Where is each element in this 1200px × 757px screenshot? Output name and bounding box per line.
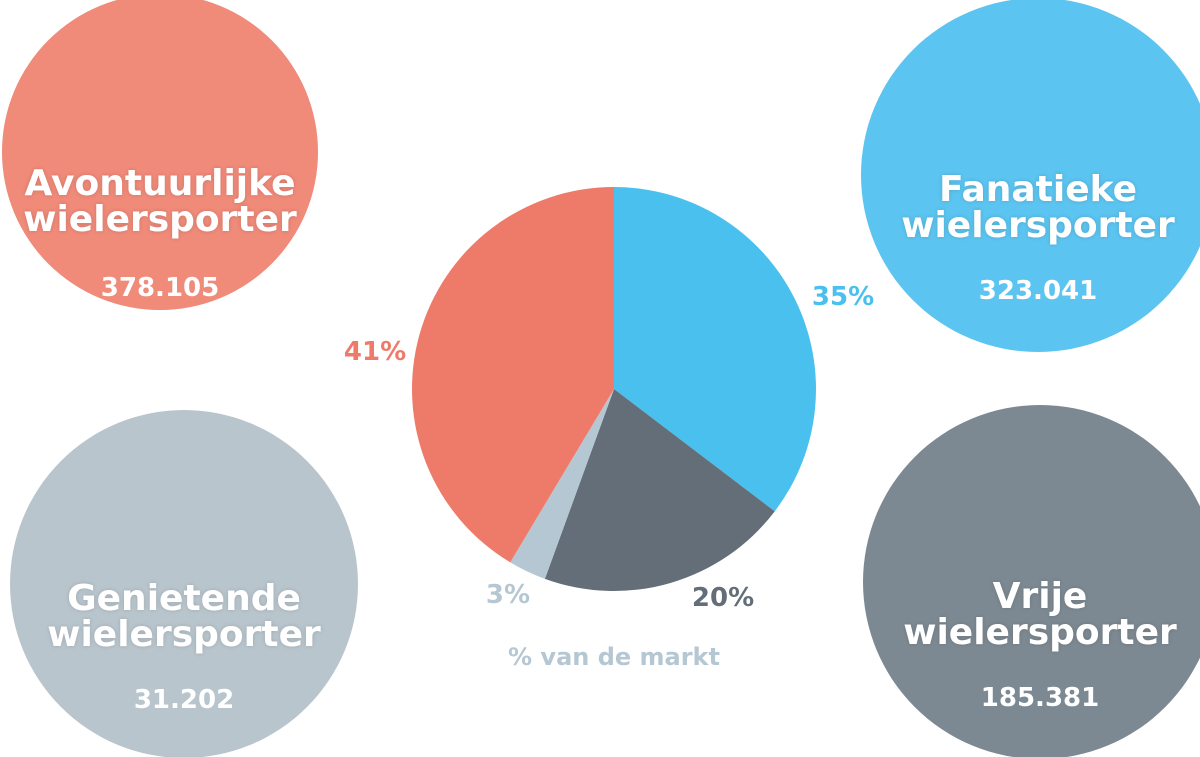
segment-count: 185.381: [981, 683, 1099, 713]
segment-name: Fanatieke wielersporter: [901, 172, 1175, 244]
value-label: 3%: [486, 580, 530, 610]
value-label: 41%: [344, 337, 406, 367]
segment-count: 323.041: [979, 276, 1097, 306]
value-label: 20%: [692, 583, 754, 613]
segment-name: Vrije wielersporter: [903, 579, 1177, 651]
segment-circle: [2, 0, 318, 310]
segment-name: Genietende wielersporter: [47, 581, 321, 653]
segment-count: 31.202: [134, 685, 234, 715]
value-label: 35%: [812, 282, 874, 312]
segment-name: Avontuurlijke wielersporter: [23, 166, 297, 238]
infographic: % van de markt Fanatieke wielersporter 32…: [0, 0, 1200, 757]
chart-caption: % van de markt: [508, 643, 720, 671]
segment-count: 378.105: [101, 273, 219, 303]
